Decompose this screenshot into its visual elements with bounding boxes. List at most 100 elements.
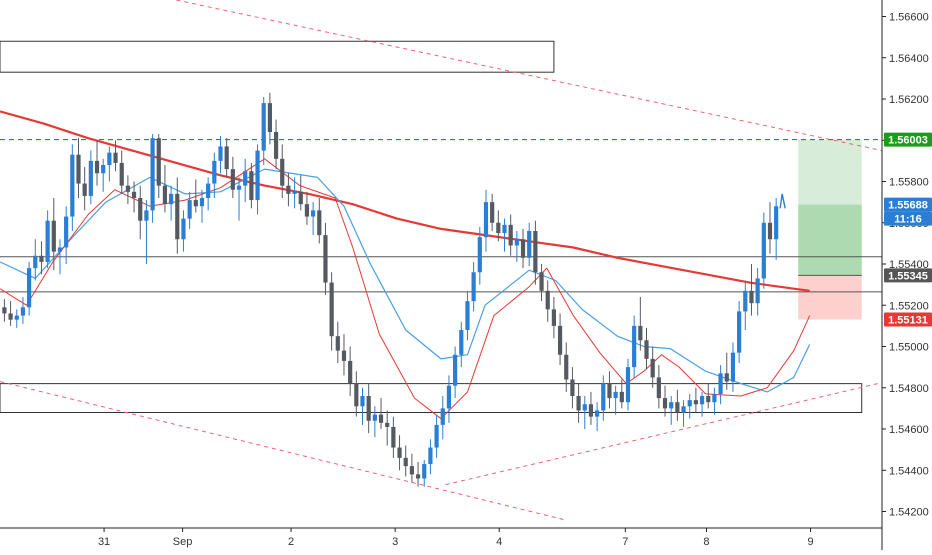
candle[interactable] xyxy=(335,321,340,363)
candle[interactable] xyxy=(298,175,303,211)
candle[interactable] xyxy=(348,346,353,397)
candle[interactable] xyxy=(619,379,624,409)
candle[interactable] xyxy=(601,375,606,421)
candle[interactable] xyxy=(582,396,587,429)
candle[interactable] xyxy=(378,398,384,429)
candle[interactable] xyxy=(564,342,569,392)
candle[interactable] xyxy=(267,92,272,145)
candle[interactable] xyxy=(706,383,711,409)
candle[interactable] xyxy=(391,416,396,458)
candle[interactable] xyxy=(138,185,143,240)
candle[interactable] xyxy=(514,231,519,262)
candle[interactable] xyxy=(199,189,205,223)
candle[interactable] xyxy=(218,136,223,174)
profit-zone[interactable] xyxy=(798,139,862,276)
candle[interactable] xyxy=(354,371,359,417)
candle[interactable] xyxy=(372,406,377,438)
candle[interactable] xyxy=(249,162,254,209)
candle[interactable] xyxy=(150,134,155,223)
candle[interactable] xyxy=(304,191,310,225)
candle[interactable] xyxy=(360,387,365,425)
candle[interactable] xyxy=(415,462,421,487)
candle[interactable] xyxy=(588,391,594,425)
candle[interactable] xyxy=(119,150,124,194)
candle[interactable] xyxy=(255,144,260,215)
candle[interactable] xyxy=(311,202,316,236)
candle[interactable] xyxy=(156,134,161,198)
candle[interactable] xyxy=(699,391,705,417)
candle[interactable] xyxy=(212,152,217,198)
candle[interactable] xyxy=(273,119,279,170)
candle[interactable] xyxy=(292,177,297,209)
candle[interactable] xyxy=(193,179,198,213)
candle[interactable] xyxy=(101,158,106,192)
candle[interactable] xyxy=(243,158,248,203)
candle[interactable] xyxy=(551,297,556,339)
candle[interactable] xyxy=(607,371,612,409)
candle[interactable] xyxy=(317,198,322,244)
candle[interactable] xyxy=(187,191,192,229)
candle[interactable] xyxy=(471,261,476,312)
candle[interactable] xyxy=(737,301,742,363)
candle[interactable] xyxy=(502,218,507,252)
candle[interactable] xyxy=(508,214,513,256)
candle[interactable] xyxy=(107,146,112,182)
candle[interactable] xyxy=(94,140,100,186)
support-zone[interactable] xyxy=(0,383,863,413)
candle[interactable] xyxy=(767,202,773,254)
candle[interactable] xyxy=(755,268,760,316)
candle[interactable] xyxy=(329,272,334,351)
candle[interactable] xyxy=(595,402,600,432)
candle[interactable] xyxy=(169,185,174,221)
candle[interactable] xyxy=(113,140,118,172)
candle[interactable] xyxy=(428,439,433,475)
candle[interactable] xyxy=(669,396,674,425)
candle[interactable] xyxy=(681,400,686,427)
candle[interactable] xyxy=(144,200,149,264)
candle[interactable] xyxy=(650,346,655,388)
candle[interactable] xyxy=(39,241,44,275)
candle[interactable] xyxy=(761,212,766,289)
candle[interactable] xyxy=(51,198,56,271)
candle[interactable] xyxy=(397,435,402,471)
candle[interactable] xyxy=(662,385,668,417)
rising-support[interactable] xyxy=(445,383,878,486)
candle[interactable] xyxy=(422,459,427,487)
candle[interactable] xyxy=(45,210,50,269)
candle[interactable] xyxy=(749,264,754,316)
candle[interactable] xyxy=(446,375,452,423)
candle[interactable] xyxy=(527,222,532,267)
candle[interactable] xyxy=(477,226,482,285)
candle[interactable] xyxy=(286,173,291,207)
candle[interactable] xyxy=(76,138,81,198)
candle[interactable] xyxy=(730,342,736,392)
candle[interactable] xyxy=(576,383,581,423)
candle[interactable] xyxy=(366,383,371,434)
candle[interactable] xyxy=(206,177,211,211)
candle[interactable] xyxy=(434,414,439,458)
candle[interactable] xyxy=(27,261,32,316)
candle[interactable] xyxy=(323,222,328,295)
candle[interactable] xyxy=(8,301,13,326)
candle[interactable] xyxy=(520,228,526,269)
loss-zone[interactable] xyxy=(798,275,862,320)
candle[interactable] xyxy=(613,385,618,415)
candle[interactable] xyxy=(483,189,489,252)
candle[interactable] xyxy=(236,177,242,221)
candle[interactable] xyxy=(533,220,538,285)
resistance-zone[interactable] xyxy=(0,40,555,73)
candle[interactable] xyxy=(644,327,649,370)
candle[interactable] xyxy=(341,334,347,376)
candle[interactable] xyxy=(557,313,563,366)
candle[interactable] xyxy=(712,387,717,415)
candle[interactable] xyxy=(687,393,692,419)
candle[interactable] xyxy=(718,365,723,405)
candle[interactable] xyxy=(261,96,266,165)
candle[interactable] xyxy=(131,181,137,213)
candle[interactable] xyxy=(82,167,87,211)
candle[interactable] xyxy=(403,445,408,477)
candle[interactable] xyxy=(693,387,698,413)
candle[interactable] xyxy=(409,453,414,483)
candle[interactable] xyxy=(230,156,235,198)
